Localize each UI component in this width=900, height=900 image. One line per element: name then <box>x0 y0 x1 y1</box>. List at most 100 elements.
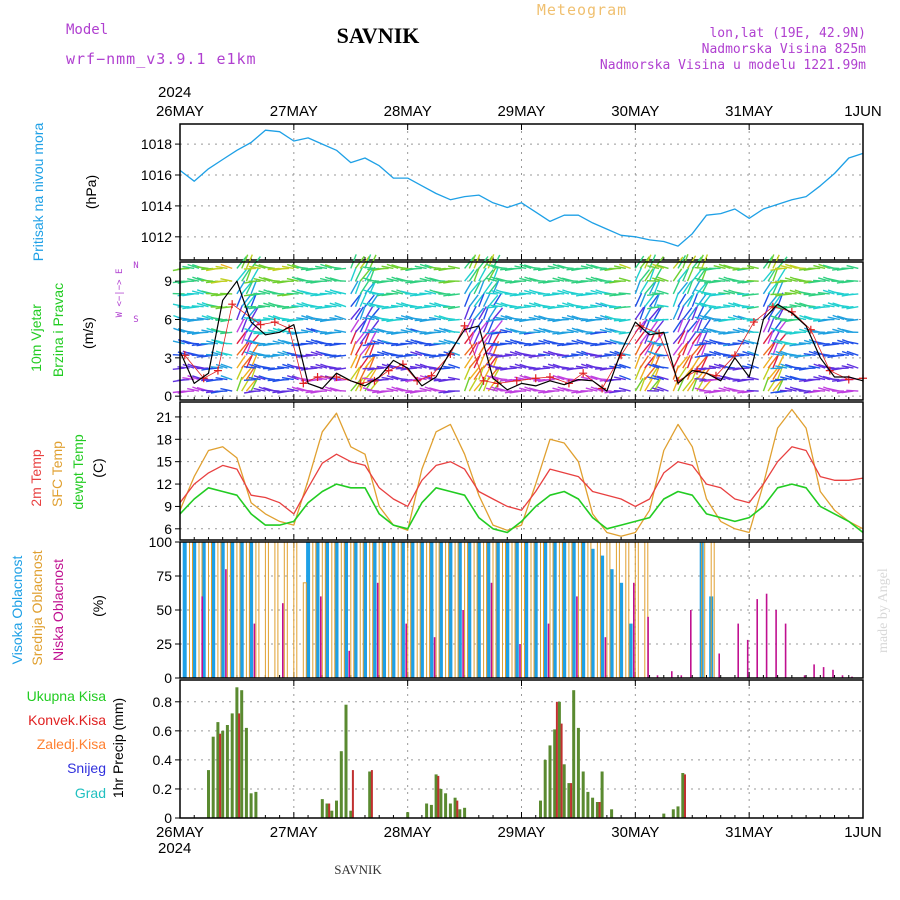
wind-vector <box>639 343 651 356</box>
wind-vector <box>713 389 726 392</box>
wind-vector <box>286 387 299 392</box>
wind-vector <box>672 292 680 307</box>
wind-vector <box>613 376 626 381</box>
cloud-low-bar <box>737 623 739 678</box>
wind-vector <box>333 279 347 282</box>
cloud-low-bar <box>647 616 649 678</box>
wind-vector <box>649 294 659 308</box>
wind-vector <box>653 320 665 333</box>
wind-vector <box>320 374 333 381</box>
wind-vector <box>419 292 432 295</box>
wind-vector <box>767 267 777 282</box>
wind-vector <box>250 377 259 392</box>
wind-vector <box>359 355 370 369</box>
cloud-high-bar <box>249 542 254 678</box>
wind-vector <box>310 317 323 321</box>
cloud-high-bar <box>315 542 320 678</box>
wind-vector <box>262 377 275 381</box>
wind-vector <box>779 279 792 282</box>
wind-vector <box>350 266 357 282</box>
precip-total-bar <box>543 759 547 818</box>
wind-vector <box>846 306 859 310</box>
wind-vector <box>619 263 631 270</box>
model-label: Model <box>66 22 108 38</box>
wind-vector <box>245 280 254 295</box>
wind-vector <box>699 354 712 358</box>
wind-vector <box>350 280 359 295</box>
wind-vector <box>236 376 243 392</box>
cloud-mid-bar <box>331 541 336 679</box>
wind-vector <box>447 293 460 297</box>
wind-vector <box>542 365 555 369</box>
wind-vector <box>196 266 209 270</box>
wind-vector <box>846 279 859 282</box>
wind-vector <box>253 342 266 345</box>
wind-vector <box>537 367 551 370</box>
cloud-high-bar <box>192 542 197 678</box>
precip-total-bar <box>539 800 542 818</box>
wind-vector <box>236 269 247 282</box>
wind-vector <box>236 355 246 369</box>
wind-vector <box>832 354 845 357</box>
wind-vector <box>556 304 569 308</box>
wind-vector <box>359 281 370 295</box>
cloud-low-bar <box>547 623 550 678</box>
wind-vector <box>590 365 603 369</box>
wind-vector <box>499 389 513 392</box>
wind-vector <box>400 279 413 282</box>
wind-vector <box>424 290 437 295</box>
wind-vector <box>296 317 309 321</box>
wind-vector <box>652 263 665 270</box>
cloud-mid-bar <box>492 541 497 679</box>
wind-vector <box>478 279 485 295</box>
wind-vector <box>718 277 731 282</box>
wind-vector <box>220 278 233 282</box>
wind-vector <box>827 302 840 308</box>
wind-vector <box>634 267 643 282</box>
wind-vector <box>727 378 740 381</box>
wind-vector <box>656 375 669 381</box>
wind-vector <box>770 339 783 345</box>
cloud-high-bar <box>457 542 462 678</box>
cloud-high-bar <box>353 542 358 678</box>
cloud-high-bar <box>182 542 187 678</box>
y-tick-label: 15 <box>156 454 172 470</box>
wind-vector <box>220 318 233 323</box>
wind-vector <box>672 319 683 333</box>
wind-vector <box>201 329 214 333</box>
cloud-high-bar <box>552 542 557 678</box>
wind-vector <box>699 328 712 333</box>
wind-vector <box>682 329 689 345</box>
wind-vector <box>718 352 731 356</box>
wind-vector <box>762 365 771 380</box>
wind-vector <box>514 363 527 369</box>
cloud-high-bar <box>334 542 339 678</box>
wind-vector <box>644 341 654 356</box>
wind-vector <box>533 354 546 358</box>
wind-vector <box>836 304 849 308</box>
wind-vector <box>191 305 204 308</box>
wind-vector <box>770 293 783 296</box>
wind-vector <box>215 330 228 333</box>
wind-vector <box>672 280 681 295</box>
wind-vector <box>286 306 299 309</box>
wind-vector <box>694 316 707 321</box>
wind-vector <box>727 316 740 321</box>
wind-vector <box>196 367 209 370</box>
wind-vector <box>775 317 788 321</box>
wind-vector <box>827 267 840 270</box>
wind-vector <box>236 305 243 320</box>
wind-vector <box>367 389 380 392</box>
wind-vector <box>509 351 522 356</box>
wind-vector <box>618 363 631 369</box>
wind-vector <box>808 317 821 321</box>
precip-legend-ice: Zaledj.Kisa <box>37 736 106 752</box>
wind-vector <box>652 387 664 392</box>
cloud-high-bar <box>467 542 472 678</box>
wind-vector <box>514 265 527 270</box>
wind-vector <box>354 377 364 392</box>
temperature-panel: 6 9 12 15 18 21 <box>156 401 864 541</box>
wind-vector <box>377 351 389 356</box>
wind-vector <box>784 387 797 392</box>
panel-border <box>179 679 864 819</box>
